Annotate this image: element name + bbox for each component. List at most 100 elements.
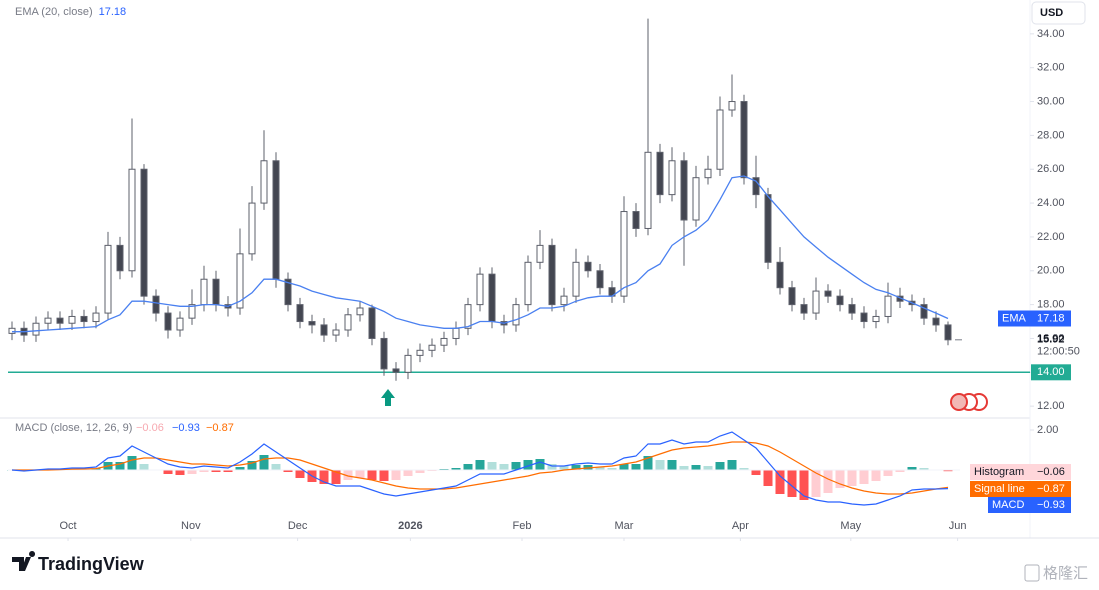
watermark-icon bbox=[1024, 564, 1040, 582]
candle-body bbox=[68, 315, 76, 324]
histogram-bar bbox=[751, 470, 761, 475]
histogram-tag-value-box bbox=[1031, 464, 1071, 480]
candle-body bbox=[248, 202, 256, 255]
histogram-bar bbox=[775, 470, 785, 494]
candle-body bbox=[236, 253, 244, 309]
ema-legend-value: 17.18 bbox=[99, 6, 127, 18]
histogram-bar bbox=[943, 470, 953, 472]
histogram-bar bbox=[115, 462, 125, 470]
currency-button[interactable] bbox=[1031, 1, 1086, 25]
candle-body bbox=[164, 312, 172, 331]
candle-body bbox=[932, 317, 940, 326]
signal-line bbox=[12, 441, 949, 495]
histogram-tag-name: Histogram bbox=[974, 466, 1024, 478]
flag-icons[interactable] bbox=[950, 393, 988, 411]
candle-body bbox=[752, 177, 760, 196]
candle-body bbox=[464, 304, 472, 329]
histogram-bar bbox=[787, 470, 797, 497]
candle-body bbox=[212, 278, 220, 306]
macd-tag-name: MACD bbox=[992, 499, 1024, 511]
candle-body bbox=[644, 151, 652, 229]
macd-tag-value-box bbox=[1031, 497, 1071, 513]
histogram-bar bbox=[739, 468, 749, 470]
candle-body bbox=[80, 315, 88, 323]
histogram-bar bbox=[475, 460, 485, 470]
last-price: 15.92 bbox=[1037, 334, 1065, 346]
histogram-bar bbox=[367, 470, 377, 480]
candle-body bbox=[788, 287, 796, 306]
candle-body bbox=[620, 211, 628, 297]
candle-body bbox=[56, 317, 64, 324]
histogram-bar bbox=[691, 465, 701, 470]
histogram-bar bbox=[235, 467, 245, 470]
histogram-bar bbox=[343, 470, 353, 480]
y-tick-label: 16.00 bbox=[1037, 332, 1065, 344]
candle-body bbox=[716, 109, 724, 170]
candle-body bbox=[404, 354, 412, 373]
signal-tag-name: Signal line bbox=[974, 483, 1025, 495]
candle-body bbox=[584, 261, 592, 272]
ema-legend-title: EMA (20, close) bbox=[15, 6, 93, 18]
histogram-bar bbox=[811, 470, 821, 497]
histogram-bar bbox=[211, 470, 221, 472]
candle-body bbox=[764, 194, 772, 263]
histogram-bar bbox=[847, 470, 857, 486]
ema-tag-value: 17.18 bbox=[1037, 312, 1065, 324]
candle-body bbox=[776, 261, 784, 289]
x-tick-label: Apr bbox=[732, 520, 749, 532]
candle-body bbox=[140, 168, 148, 297]
y-tick-label: 24.00 bbox=[1037, 197, 1065, 209]
candle-body bbox=[176, 317, 184, 331]
x-tick-label: Mar bbox=[615, 520, 634, 532]
candle-body bbox=[416, 349, 424, 356]
candle-body bbox=[296, 304, 304, 323]
histogram-bar bbox=[139, 464, 149, 470]
histogram-bar bbox=[259, 455, 269, 470]
histogram-bar bbox=[607, 468, 617, 470]
histogram-bar bbox=[571, 465, 581, 470]
histogram-bar bbox=[595, 467, 605, 470]
histogram-bar bbox=[631, 464, 641, 470]
candle-body bbox=[272, 160, 280, 280]
x-tick-label: Dec bbox=[288, 520, 308, 532]
candle-body bbox=[32, 322, 40, 336]
candle-body bbox=[452, 327, 460, 339]
histogram-bar bbox=[799, 470, 809, 500]
candle-body bbox=[944, 324, 952, 341]
candle-body bbox=[680, 160, 688, 221]
candle-body bbox=[512, 304, 520, 326]
histogram-bar bbox=[859, 470, 869, 484]
macd-legend-title: MACD (close, 12, 26, 9) bbox=[15, 422, 132, 434]
histogram-bar bbox=[271, 464, 281, 470]
candle-body bbox=[368, 307, 376, 339]
candle-body bbox=[344, 314, 352, 331]
histogram-bar bbox=[919, 468, 929, 470]
candle-body bbox=[8, 327, 16, 334]
y-tick-label: 28.00 bbox=[1037, 129, 1065, 141]
histogram-bar bbox=[127, 456, 137, 470]
x-tick-label: May bbox=[840, 520, 861, 532]
macd-legend-macd: −0.93 bbox=[172, 422, 200, 434]
candle-body bbox=[548, 244, 556, 306]
candle-body bbox=[560, 295, 568, 306]
currency-label: USD bbox=[1040, 7, 1063, 19]
histogram-bar bbox=[547, 464, 557, 470]
histogram-bar bbox=[355, 470, 365, 478]
x-tick-label: Feb bbox=[513, 520, 532, 532]
histogram-tag-value: −0.06 bbox=[1037, 466, 1065, 478]
watermark: 格隆汇 bbox=[1043, 565, 1088, 582]
candle-body bbox=[524, 261, 532, 306]
level-box bbox=[1031, 364, 1071, 381]
y-tick-label: 20.00 bbox=[1037, 265, 1065, 277]
histogram-bar bbox=[295, 470, 305, 478]
candle-body bbox=[920, 304, 928, 319]
histogram-bar bbox=[391, 470, 401, 480]
histogram-bar bbox=[415, 470, 425, 473]
candle-body bbox=[740, 101, 748, 179]
candle-body bbox=[320, 324, 328, 336]
candle-body bbox=[356, 307, 364, 316]
histogram-bar bbox=[223, 470, 233, 472]
candle-body bbox=[200, 278, 208, 306]
candle-body bbox=[92, 312, 100, 323]
candle-body bbox=[392, 368, 400, 373]
